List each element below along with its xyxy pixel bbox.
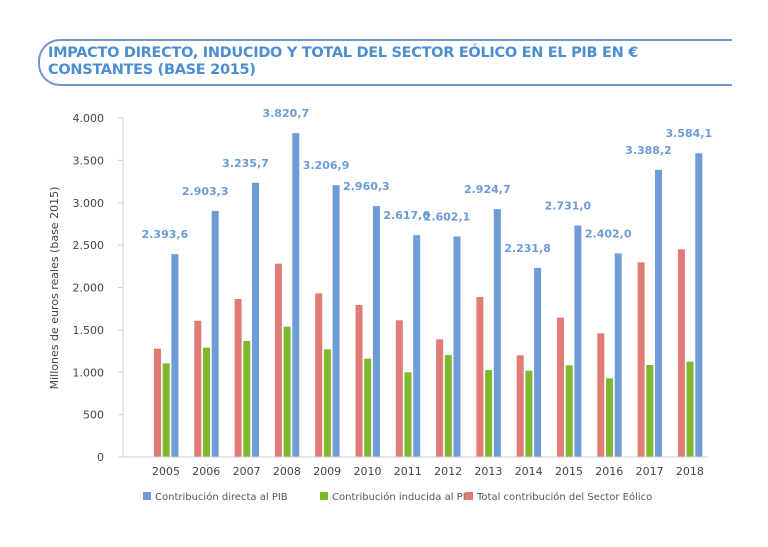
bar-induced-2005	[162, 363, 170, 457]
bar-total-2011	[395, 320, 403, 457]
bar-total-2007	[234, 299, 242, 457]
y-tick-label: 0	[97, 451, 104, 464]
bar-direct-2010	[372, 206, 380, 457]
x-tick-label: 2016	[595, 465, 623, 478]
bar-induced-2018	[686, 361, 694, 457]
data-labels: 2.393,6 2.903,3 3.235,7 3.820,7 3.206,9 2.960…	[142, 107, 713, 255]
chart-title-line-1: IMPACTO DIRECTO, INDUCIDO Y TOTAL DEL SE…	[48, 45, 638, 61]
bar-induced-2017	[646, 365, 654, 457]
data-label-2016: 2.402,0	[585, 227, 632, 240]
y-tick-label: 1.000	[73, 366, 105, 379]
y-tick-label: 1.500	[73, 324, 105, 337]
x-tick-label: 2018	[676, 465, 704, 478]
bar-total-2014	[516, 355, 524, 457]
y-tick-label: 2.500	[73, 239, 105, 252]
bar-total-2018	[677, 249, 685, 457]
bar-direct-2014	[534, 267, 542, 457]
bar-induced-2012	[444, 355, 452, 457]
bars	[154, 133, 703, 458]
bar-direct-2007	[252, 182, 259, 458]
bar-induced-2007	[243, 340, 251, 457]
data-label-2018: 3.584,1	[665, 127, 712, 140]
bar-direct-2017	[655, 169, 662, 458]
bar-total-2010	[355, 304, 363, 457]
legend-label-induced: Contribución inducida al PIB	[332, 491, 473, 503]
chart-title-line-2: CONSTANTES (BASE 2015)	[48, 62, 256, 78]
legend-label-direct: Contribución directa al PIB	[155, 491, 288, 503]
data-label-2009: 3.206,9	[303, 159, 350, 172]
bar-direct-2018	[695, 153, 703, 457]
bar-total-2008	[274, 263, 282, 457]
legend-swatch-direct	[143, 492, 151, 500]
x-tick-label: 2011	[394, 465, 422, 478]
y-tick-label: 500	[83, 409, 104, 422]
x-tick-label: 2007	[233, 465, 261, 478]
bar-direct-2012	[453, 236, 461, 457]
x-tick-label: 2010	[354, 465, 382, 478]
bar-total-2009	[315, 293, 323, 457]
bar-total-2015	[557, 317, 564, 457]
y-axis: 0 500 1.000 1.500 2.000 2.500 3.000 3.500 4.000	[73, 112, 124, 464]
legend-label-total: Total contribución del Sector Eólico	[476, 491, 652, 503]
x-tick-label: 2012	[434, 465, 462, 478]
bar-direct-2016	[614, 253, 622, 457]
data-label-2006: 2.903,3	[182, 185, 229, 198]
bar-induced-2013	[485, 370, 493, 457]
bar-induced-2008	[283, 326, 291, 457]
bar-total-2012	[436, 339, 444, 457]
bar-direct-2006	[211, 210, 219, 457]
bar-direct-2008	[292, 133, 300, 457]
data-label-2013: 2.924,7	[464, 183, 511, 196]
legend-swatch-total	[465, 492, 473, 500]
bar-total-2013	[476, 296, 484, 457]
bar-direct-2009	[332, 185, 340, 458]
data-label-2015: 2.731,0	[545, 200, 592, 213]
bar-induced-2015	[565, 365, 573, 457]
bar-direct-2013	[493, 209, 501, 457]
bar-induced-2016	[606, 378, 613, 457]
y-tick-label: 2.000	[73, 282, 105, 295]
legend-swatch-induced	[320, 492, 328, 500]
data-label-2010: 2.960,3	[343, 180, 390, 193]
y-tick-label: 3.000	[73, 197, 105, 210]
y-axis-label: Millones de euros reales (base 2015)	[48, 187, 61, 390]
data-label-2017: 3.388,2	[625, 144, 672, 157]
bar-induced-2011	[404, 372, 412, 457]
title-frame	[38, 39, 732, 86]
y-tick-label: 3.500	[73, 154, 105, 167]
bar-induced-2010	[364, 358, 372, 457]
data-label-2011: 2.617,6	[383, 209, 430, 222]
bar-induced-2006	[203, 347, 210, 457]
bar-direct-2011	[413, 235, 421, 457]
x-tick-label: 2009	[313, 465, 341, 478]
bar-total-2016	[597, 333, 605, 457]
x-tick-label: 2013	[474, 465, 502, 478]
bar-total-2017	[637, 262, 645, 457]
bar-total-2006	[194, 320, 202, 457]
chart-title: IMPACTO DIRECTO, INDUCIDO Y TOTAL DEL SE…	[48, 45, 708, 79]
data-label-2014: 2.231,8	[504, 242, 551, 255]
bar-induced-2009	[323, 349, 331, 457]
x-axis: 2005 2006 2007 2008 2009 2010 2011 2012 2013 2014…	[123, 456, 708, 478]
bar-induced-2014	[525, 370, 533, 457]
data-label-2008: 3.820,7	[262, 107, 309, 120]
data-label-2012: 2.602,1	[424, 210, 471, 223]
bar-direct-2005	[171, 254, 179, 457]
legend: Contribución directa al PIB Contribución …	[143, 491, 652, 503]
x-tick-label: 2008	[273, 465, 301, 478]
data-label-2005: 2.393,6	[142, 228, 189, 241]
x-tick-label: 2017	[636, 465, 664, 478]
x-tick-label: 2015	[555, 465, 583, 478]
y-tick-label: 4.000	[73, 112, 105, 125]
bar-total-2005	[154, 348, 161, 457]
bar-direct-2015	[574, 225, 582, 457]
data-label-2007: 3.235,7	[222, 157, 269, 170]
x-tick-label: 2014	[515, 465, 543, 478]
x-tick-label: 2005	[152, 465, 180, 478]
x-tick-label: 2006	[192, 465, 220, 478]
